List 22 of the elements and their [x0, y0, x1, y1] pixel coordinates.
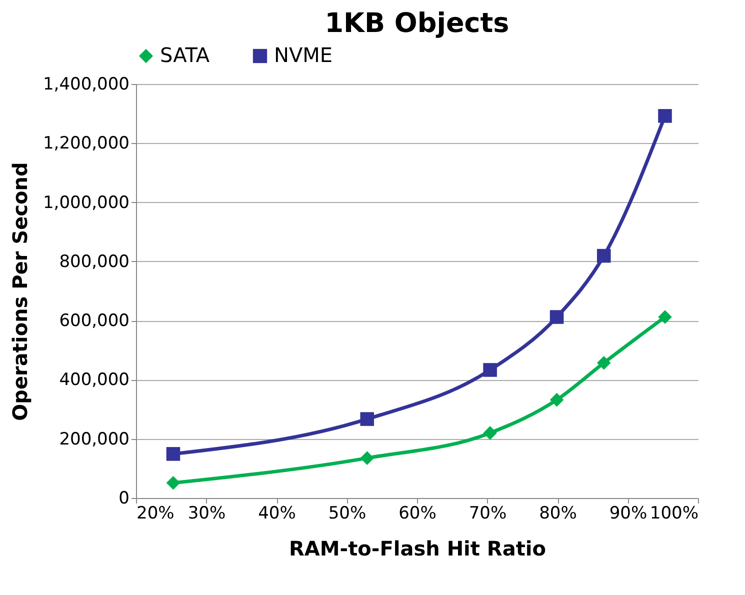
x-tick-label: 50%: [328, 504, 366, 524]
x-tick-label: 30%: [188, 504, 226, 524]
y-tick-label: 800,000: [59, 252, 130, 272]
chart-title: 1KB Objects: [324, 8, 510, 39]
x-tick-label: 100%: [650, 504, 698, 524]
x-tick-label: 40%: [258, 504, 296, 524]
y-tick-label: 200,000: [59, 429, 130, 450]
x-tick-label: 20%: [136, 504, 174, 524]
x-tick-label: 90%: [609, 504, 648, 524]
y-tick-label: 600,000: [59, 311, 130, 332]
y-axis-title: Operations Per Second: [8, 162, 32, 421]
y-tick-label: 0: [118, 488, 130, 508]
y-tick-label: 400,000: [59, 370, 130, 390]
legend-label: NVME: [274, 43, 333, 67]
y-tick-label: 1,000,000: [42, 192, 130, 213]
legend-label: SATA: [160, 43, 210, 67]
y-tick-label: 1,200,000: [42, 134, 130, 154]
x-axis-title: RAM-to-Flash Hit Ratio: [289, 536, 546, 560]
x-tick-label: 80%: [539, 504, 577, 524]
x-tick-label: 60%: [398, 504, 436, 524]
x-tick-label: 70%: [468, 504, 507, 524]
y-tick-label: 1,400,000: [42, 74, 130, 94]
